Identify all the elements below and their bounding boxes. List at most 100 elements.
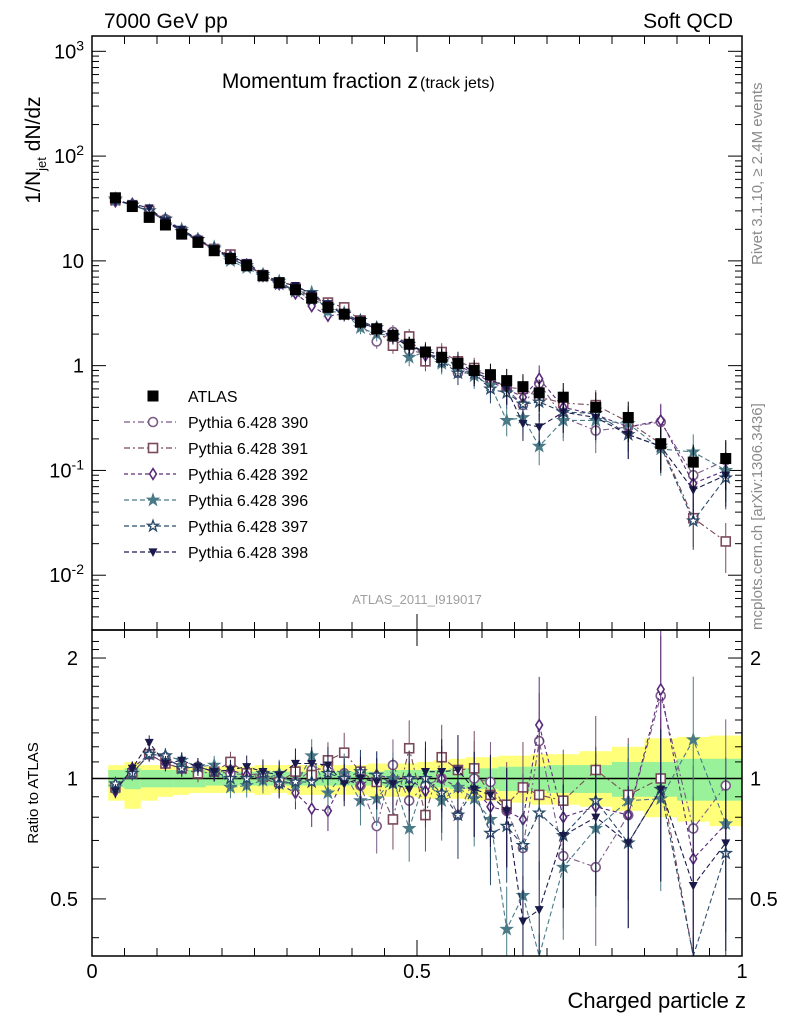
ratio-point [688,881,698,891]
ratio-point [355,774,365,784]
svg-text:1/Njet dN/dz: 1/Njet dN/dz [22,96,49,203]
main-data-series [108,191,734,574]
rivet-version-label: Rivet 3.1.10, ≥ 2.4M events [749,83,766,266]
data-point [208,245,220,257]
legend-label: ATLAS [188,389,238,406]
data-point [622,412,634,424]
data-point [126,201,138,213]
ratio-point [518,917,528,927]
data-point [452,357,464,369]
legend-entry: Pythia 6.428 397 [124,518,308,536]
y-tick-label: 103 [54,37,84,63]
ratio-point [531,805,547,820]
legend-marker [148,548,158,557]
x-tick-label: 1 [736,961,747,983]
y-tick-label: 102 [54,142,84,168]
ratio-y-axis-ticks: 0.5 0.5 1 1 2 2 [50,640,778,939]
data-point [403,338,415,350]
ratio-point [721,839,731,848]
data-point [307,299,317,314]
legend-entry: Pythia 6.428 398 [124,545,308,562]
ratio-y-tick-label: 0.5 [750,889,778,911]
data-point [109,192,121,204]
ratio-point [515,837,531,852]
legend-label: Pythia 6.428 398 [188,545,308,562]
ratio-point [288,774,303,789]
data-point [159,219,171,231]
x-tick-label: 0 [86,961,97,983]
ratio-series-6 [110,729,731,956]
ratio-point [656,682,666,697]
ratio-point [242,763,252,772]
x-tick-label: 0.5 [403,961,431,983]
legend-entry: Pythia 6.428 392 [124,467,308,484]
ratio-point [623,839,633,848]
data-point [144,204,154,213]
ratio-point [453,766,463,775]
legend-entry: Pythia 6.428 396 [124,492,308,510]
plot-title-sub: (track jets) [420,75,495,92]
legend-label: Pythia 6.428 392 [188,467,308,484]
ratio-point [469,785,479,795]
data-point [720,452,732,464]
ratio-point [558,831,568,841]
ratio-point [177,756,187,766]
legend-marker [147,390,159,402]
ratio-point [209,768,219,777]
main-y-axis-label: 1/Njet dN/dz [22,96,49,203]
ratio-point [290,759,300,769]
energy-label: 7000 GeV pp [104,10,228,33]
ratio-y-tick-label: 0.5 [50,889,78,911]
data-point [499,412,515,427]
y-tick-label: 10 [62,251,84,273]
legend-label: Pythia 6.428 391 [188,441,308,458]
ratio-point [656,785,666,795]
data-point [533,387,545,399]
y-tick-label: 10-2 [49,561,84,587]
ratio-point [258,768,268,777]
ratio-point [450,807,466,822]
ratio-point [160,759,170,769]
data-point [257,270,269,282]
main-x-axis-ticks [91,36,743,630]
data-point [354,316,366,328]
data-point [518,419,528,429]
data-point [322,301,334,313]
ratio-point [485,791,495,800]
ratio-point [372,778,382,787]
data-point [557,391,569,403]
legend-marker [145,492,161,507]
data-point [656,413,666,428]
y-tick-label: 1 [73,356,84,378]
ratio-y-tick-label: 2 [750,648,761,670]
data-point [371,323,383,335]
series-line [115,199,727,542]
data-point [241,260,253,272]
series-2 [110,194,732,574]
data-point [590,401,602,413]
data-point [338,308,350,320]
legend-entry: ATLAS [147,389,238,406]
ratio-point [339,780,349,789]
x-axis-ticks: 0 0.5 1 [86,630,748,983]
data-point [306,292,318,304]
legend: ATLAS Pythia 6.428 390 Pythia 6.428 391 Pyt… [124,389,308,562]
ratio-point [144,738,154,748]
ratio-point [388,780,398,789]
ratio-point [534,906,544,915]
plot-title-main: Momentum fraction z [222,70,418,93]
ratio-point [420,768,430,777]
ratio-point [499,921,515,936]
x-axis-label: Charged particle z [567,988,746,1013]
ratio-point [193,763,203,772]
legend-entry: Pythia 6.428 391 [124,441,308,458]
data-point [289,284,301,296]
ratio-point [323,761,333,771]
legend-marker [147,442,159,454]
legend-marker [145,518,161,533]
ratio-point [502,807,512,816]
legend-label: Pythia 6.428 397 [188,519,308,536]
ratio-point [225,766,235,775]
ratio-point [685,732,701,746]
